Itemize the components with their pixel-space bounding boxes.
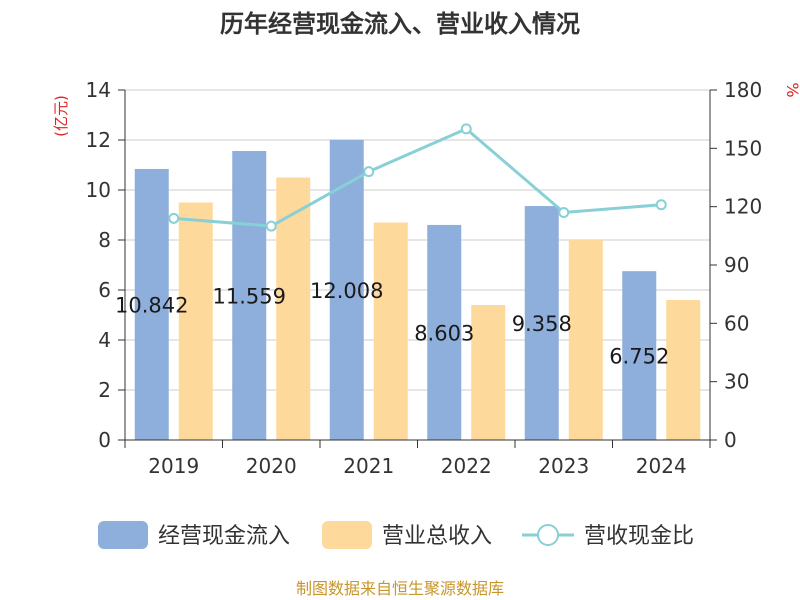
line-ratio — [173, 127, 662, 228]
point-ratio — [558, 207, 570, 218]
bar-revenue — [471, 305, 506, 440]
gridlines — [125, 89, 710, 391]
data-label-cash-inflow: 12.008 — [310, 279, 383, 303]
x-tick-label: 2022 — [441, 454, 492, 478]
point-ratio — [363, 166, 375, 178]
y-left-tick-label: 12 — [86, 128, 111, 152]
y-right-tick-label: 60 — [724, 311, 749, 335]
legend-marker-ratio — [537, 524, 559, 546]
y-left-tick-label: 0 — [98, 428, 111, 452]
y-right-tick-label: 180 — [724, 78, 762, 102]
y-left-tick-label: 2 — [98, 378, 111, 402]
source-note: 制图数据来自恒生聚源数据库 — [296, 579, 504, 598]
bar-revenue — [666, 300, 701, 440]
y-left-tick-label: 8 — [98, 228, 111, 252]
bar-cash-inflow — [232, 151, 267, 440]
data-labels: 10.842 11.559 12.008 8.603 9.358 6.752 — [115, 279, 669, 369]
bar-cash-inflow — [622, 271, 657, 440]
legend-label-revenue: 营业总收入 — [382, 524, 492, 549]
point-ratio — [460, 123, 472, 135]
y-right-tick-label: 120 — [724, 195, 762, 219]
legend: 经营现金流入 营业总收入 营收现金比 — [98, 521, 694, 549]
y-left-tick-label: 4 — [98, 328, 111, 352]
bar-revenue — [178, 202, 213, 440]
y-right-unit-label: % — [783, 82, 800, 97]
x-tick-label: 2021 — [343, 454, 394, 478]
legend-label-cash-inflow: 经营现金流入 — [158, 524, 290, 549]
y-left-tick-label: 10 — [86, 178, 111, 202]
data-label-cash-inflow: 9.358 — [512, 312, 572, 336]
bar-cash-inflow — [134, 168, 169, 440]
bar-cash-inflow — [427, 224, 462, 440]
y-left-tick-label: 14 — [86, 78, 111, 102]
bar-series — [134, 139, 701, 441]
y-right-tick-label: 0 — [724, 428, 737, 452]
bar-revenue — [373, 222, 408, 440]
point-ratio — [265, 220, 277, 232]
data-label-cash-inflow: 10.842 — [115, 293, 188, 317]
chart-title: 历年经营现金流入、营业收入情况 — [220, 10, 580, 38]
x-tick-label: 2019 — [148, 454, 199, 478]
data-label-cash-inflow: 8.603 — [414, 321, 474, 345]
y-left-tick-label: 6 — [98, 278, 111, 302]
x-tick-label: 2020 — [246, 454, 297, 478]
x-tick-label: 2024 — [636, 454, 687, 478]
data-label-cash-inflow: 11.559 — [213, 285, 286, 309]
y-right-tick-label: 90 — [724, 253, 749, 277]
line-series — [168, 123, 667, 232]
point-ratio — [655, 199, 667, 211]
legend-swatch-revenue — [322, 521, 372, 549]
axes: 0 2 4 6 8 10 12 14 0 30 60 90 120 150 180 2019 2020 2021 2… — [86, 78, 763, 478]
y-left-unit-label: (亿元) — [52, 95, 70, 137]
y-right-tick-label: 30 — [724, 370, 749, 394]
bar-revenue — [276, 177, 311, 440]
y-right-tick-label: 150 — [724, 136, 762, 160]
legend-label-ratio: 营收现金比 — [584, 524, 694, 549]
point-ratio — [168, 212, 180, 224]
bar-revenue — [568, 240, 603, 440]
data-label-cash-inflow: 6.752 — [609, 345, 669, 369]
legend-swatch-cash-inflow — [98, 521, 148, 549]
x-tick-label: 2023 — [538, 454, 589, 478]
bar-cash-inflow — [524, 206, 559, 440]
